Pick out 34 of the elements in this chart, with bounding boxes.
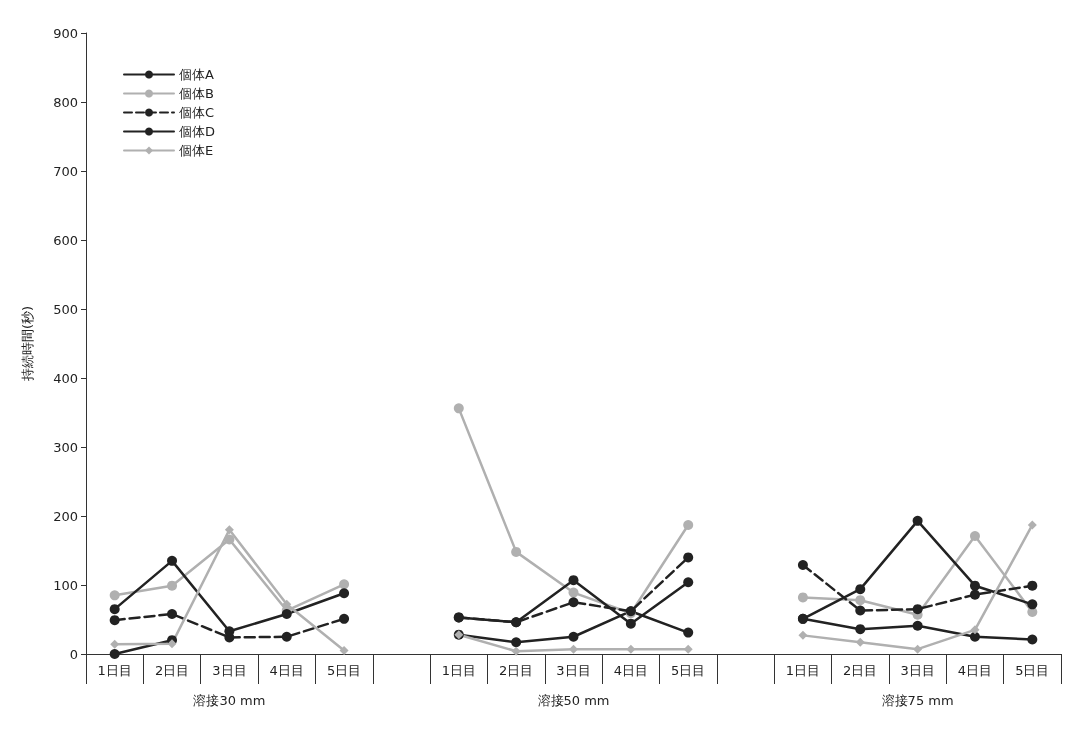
y-tick-label: 400	[53, 370, 78, 386]
x-tick-label: 5日目	[671, 663, 706, 678]
x-tick-label: 1日目	[441, 663, 476, 678]
y-tick-label: 500	[53, 301, 78, 317]
text: 溶接30 mm	[193, 693, 266, 708]
x-tick-label: 2日目	[499, 663, 534, 678]
y-axis-title: 持続時間(秒)	[20, 305, 35, 382]
y-tick-label: 0	[69, 646, 78, 662]
x-tick-label: 5日目	[1015, 663, 1050, 678]
text: 溶接75 mm	[881, 693, 954, 708]
legend-label: 個体E	[179, 143, 214, 158]
y-tick-label: 200	[53, 508, 78, 524]
legend-label: 個体A	[179, 67, 214, 82]
x-tick-label: 5日目	[326, 663, 362, 678]
y-tick-label: 100	[53, 577, 78, 593]
x-tick-label: 3日目	[556, 663, 591, 678]
text: 溶接50 mm	[537, 693, 610, 708]
x-tick-label: 1日目	[785, 663, 821, 678]
legend-label: 個体B	[179, 86, 214, 101]
x-tick-label: 3日目	[212, 663, 247, 678]
x-tick-label: 1日目	[97, 663, 132, 678]
x-tick-label: 4日目	[613, 663, 648, 678]
legend-label: 個体D	[179, 124, 216, 139]
y-tick-label: 700	[53, 163, 78, 179]
y-tick-label: 800	[53, 94, 78, 110]
x-tick-label: 4日目	[269, 663, 304, 678]
y-tick-label: 600	[53, 232, 78, 248]
x-tick-label: 2日目	[843, 663, 878, 678]
y-tick-label: 300	[53, 439, 78, 455]
y-tick-label: 900	[53, 25, 78, 41]
x-tick-label: 3日目	[900, 663, 935, 678]
legend-label: 個体C	[179, 105, 215, 120]
x-tick-label: 2日目	[154, 663, 190, 678]
x-tick-label: 4日目	[957, 663, 993, 678]
